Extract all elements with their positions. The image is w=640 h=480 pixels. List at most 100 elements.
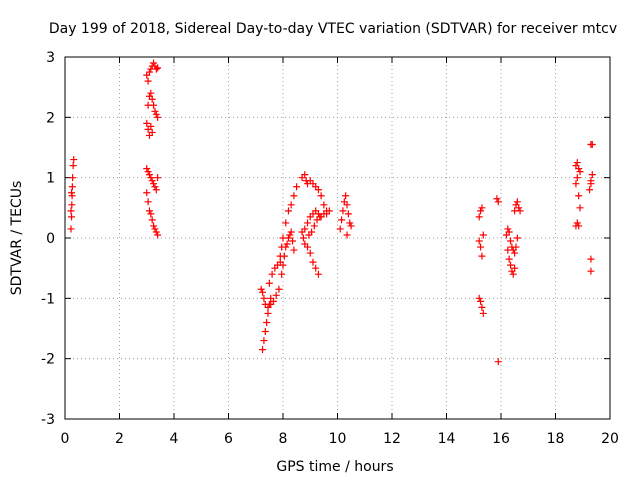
data-point: [344, 210, 352, 218]
data-point: [150, 59, 158, 67]
chart-title: Day 199 of 2018, Sidereal Day-to-day VTE…: [49, 21, 617, 37]
data-point: [475, 213, 483, 221]
data-point: [573, 219, 581, 227]
data-point: [576, 168, 584, 176]
data-point: [144, 77, 152, 85]
data-point: [576, 204, 584, 212]
data-point: [316, 213, 324, 221]
data-point: [304, 243, 312, 251]
data-point: [572, 180, 580, 188]
data-point: [309, 258, 317, 266]
data-point: [263, 318, 271, 326]
data-point: [259, 346, 267, 354]
data-point: [575, 165, 583, 173]
data-point: [314, 186, 322, 194]
data-point: [479, 231, 487, 239]
data-point: [154, 113, 162, 121]
data-point: [276, 252, 284, 260]
data-point: [494, 358, 502, 366]
data-point: [284, 207, 292, 215]
data-point: [587, 177, 595, 185]
data-point: [67, 207, 75, 215]
data-point: [308, 228, 316, 236]
data-point: [575, 192, 583, 200]
data-point: [314, 270, 322, 278]
x-tick-label: 16: [492, 431, 510, 447]
data-point: [154, 231, 162, 239]
grid-lines: [64, 56, 611, 420]
data-point: [346, 219, 354, 227]
data-point: [147, 210, 155, 218]
data-point: [68, 183, 76, 191]
data-point: [268, 270, 276, 278]
data-point: [152, 65, 160, 73]
x-tick-label: 2: [115, 431, 124, 447]
data-point: [493, 195, 501, 203]
data-point: [477, 207, 485, 215]
data-point: [279, 234, 287, 242]
data-point: [152, 110, 160, 118]
data-point: [151, 225, 159, 233]
data-point: [320, 201, 328, 209]
data-point: [339, 207, 347, 215]
data-point: [287, 201, 295, 209]
data-point: [289, 237, 297, 245]
data-point: [150, 222, 158, 230]
data-point: [304, 219, 312, 227]
data-point: [507, 261, 515, 269]
data-point: [301, 171, 309, 179]
data-point: [143, 119, 151, 127]
data-point: [586, 186, 594, 194]
data-point: [513, 234, 521, 242]
data-point: [148, 177, 156, 185]
data-point: [151, 183, 159, 191]
data-point: [293, 183, 301, 191]
data-point: [504, 246, 512, 254]
data-point: [147, 89, 155, 97]
data-point: [475, 294, 483, 302]
data-point: [478, 204, 486, 212]
data-points: [67, 59, 596, 366]
data-point: [148, 216, 156, 224]
data-point: [505, 228, 513, 236]
data-point: [587, 267, 595, 275]
data-point: [477, 243, 485, 251]
data-point: [68, 189, 76, 197]
data-point: [290, 192, 298, 200]
data-point: [516, 207, 524, 215]
x-tick-label: 12: [383, 431, 401, 447]
x-tick-label: 20: [601, 431, 619, 447]
data-point: [504, 225, 512, 233]
data-point: [278, 243, 286, 251]
data-point: [260, 294, 268, 302]
data-point: [68, 201, 76, 209]
data-point: [511, 264, 519, 272]
data-point: [264, 309, 272, 317]
data-point: [275, 285, 283, 293]
data-point: [478, 252, 486, 260]
data-point: [575, 222, 583, 230]
data-point: [154, 64, 162, 72]
data-point: [478, 303, 486, 311]
y-tick-label: 3: [46, 50, 55, 66]
data-point: [278, 270, 286, 278]
data-point: [144, 198, 152, 206]
data-point: [588, 171, 596, 179]
data-point: [494, 198, 502, 206]
data-point: [67, 225, 75, 233]
data-point: [148, 128, 156, 136]
data-point: [150, 101, 158, 109]
data-point: [312, 264, 320, 272]
data-point: [147, 122, 155, 130]
x-tick-label: 4: [170, 431, 179, 447]
data-point: [512, 243, 520, 251]
data-point: [477, 297, 485, 305]
data-point: [505, 255, 513, 263]
data-point: [144, 168, 152, 176]
y-tick-label: -3: [41, 412, 55, 428]
data-point: [150, 180, 158, 188]
y-tick-label: -2: [41, 352, 55, 368]
data-point: [152, 186, 160, 194]
data-point: [145, 207, 153, 215]
